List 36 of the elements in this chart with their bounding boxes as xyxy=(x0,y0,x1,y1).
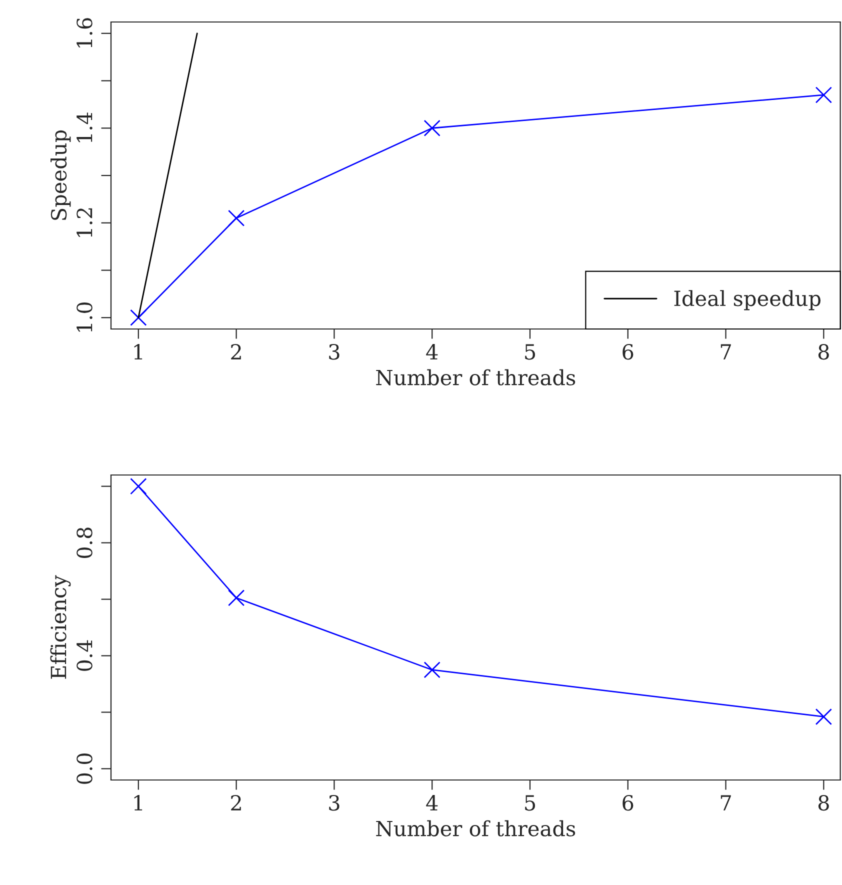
point xyxy=(815,708,832,726)
y-axis-title: Speedup xyxy=(50,130,71,220)
x-tick-label: 2 xyxy=(231,344,241,360)
y-tick-label: 1.0 xyxy=(76,302,92,332)
y-tick-label: 0.4 xyxy=(76,640,92,671)
x-tick-label: 6 xyxy=(622,794,634,811)
y-tick-label: 1.2 xyxy=(76,208,92,237)
x-tick-label: 3 xyxy=(329,794,340,811)
point xyxy=(815,86,832,104)
y-tick-label: 1.6 xyxy=(76,18,92,48)
point xyxy=(424,120,440,136)
x-tick-label: 7 xyxy=(720,795,731,810)
x-tick-label: 1 xyxy=(134,344,142,360)
y-tick-label: 0.8 xyxy=(76,528,92,558)
y-axis-title: Efficiency xyxy=(50,575,71,679)
x-axis-title: Number of threads xyxy=(376,820,576,836)
x-tick-label: 4 xyxy=(426,794,438,810)
point xyxy=(228,590,245,606)
point xyxy=(424,662,440,678)
y-tick-label: 1.4 xyxy=(76,112,92,142)
x-tick-label: 5 xyxy=(525,344,536,360)
x-axis-title: Number of threads xyxy=(376,369,576,386)
x-tick-label: 6 xyxy=(622,344,634,360)
point xyxy=(228,210,245,226)
x-tick-label: 4 xyxy=(426,344,438,360)
x-tick-label: 7 xyxy=(720,344,731,360)
x-tick-label: 3 xyxy=(329,344,340,360)
y-tick-label: 0.0 xyxy=(76,754,92,784)
x-tick-label: 8 xyxy=(818,344,829,360)
point xyxy=(130,309,147,326)
legend-label: Ideal speedup xyxy=(674,290,821,310)
x-tick-label: 1 xyxy=(134,794,142,810)
point xyxy=(130,478,147,495)
x-tick-label: 8 xyxy=(818,794,829,811)
x-tick-label: 5 xyxy=(525,795,536,811)
x-tick-label: 2 xyxy=(231,794,241,810)
